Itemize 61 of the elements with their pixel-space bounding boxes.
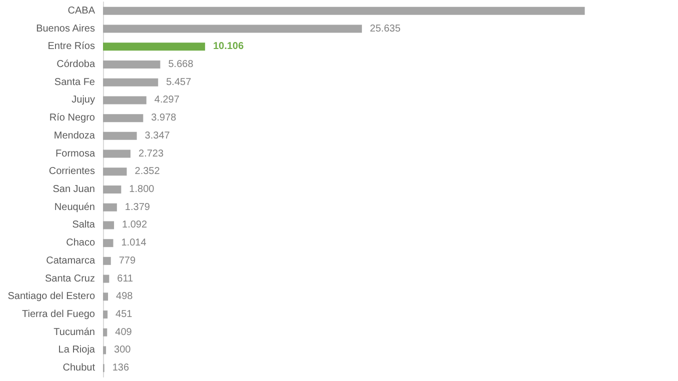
y-tick-label: San Juan bbox=[52, 184, 95, 195]
y-tick-label: Corrientes bbox=[48, 166, 95, 178]
data-label: 498 bbox=[116, 291, 134, 302]
data-label: 779 bbox=[118, 255, 136, 266]
bar bbox=[103, 221, 114, 230]
data-label: 10.106 bbox=[213, 41, 244, 52]
bar bbox=[103, 96, 146, 104]
data-label: 5.668 bbox=[168, 59, 194, 70]
y-tick-label: Neuquén bbox=[54, 202, 95, 213]
bar bbox=[103, 6, 585, 15]
y-tick-label: Santa Cruz bbox=[44, 273, 95, 284]
y-tick-label: CABA bbox=[68, 5, 96, 16]
data-label: 611 bbox=[117, 273, 134, 284]
y-tick-label: Jujuy bbox=[72, 94, 95, 106]
data-label: 300 bbox=[114, 344, 132, 356]
y-tick-label: Mendoza bbox=[54, 130, 96, 142]
data-label: 3.978 bbox=[151, 112, 177, 124]
y-tick-label: Salta bbox=[72, 220, 96, 231]
bar bbox=[103, 60, 160, 68]
bar bbox=[103, 168, 127, 176]
bar bbox=[103, 42, 206, 51]
data-label: 451 bbox=[116, 309, 133, 320]
y-tick-label: Santa Fe bbox=[54, 76, 96, 88]
data-label: 1.014 bbox=[121, 238, 147, 249]
bar bbox=[103, 24, 362, 33]
data-label: 5.457 bbox=[166, 76, 192, 88]
y-tick-label: Santiago del Estero bbox=[8, 291, 96, 302]
data-label: 136 bbox=[112, 362, 130, 374]
y-tick-label: La Rioja bbox=[58, 344, 96, 356]
y-tick-label: Tierra del Fuego bbox=[22, 309, 96, 320]
bar bbox=[103, 256, 111, 265]
data-label: 1.379 bbox=[124, 202, 150, 213]
bar bbox=[103, 310, 108, 318]
y-tick-label: Tucumán bbox=[54, 326, 95, 338]
bar bbox=[103, 328, 108, 336]
bar bbox=[103, 186, 122, 194]
data-label: 2.352 bbox=[134, 166, 160, 178]
bar bbox=[103, 239, 114, 248]
data-label: 1.092 bbox=[122, 220, 148, 231]
y-tick-label: Río Negro bbox=[49, 112, 96, 124]
bar bbox=[103, 150, 130, 158]
bar bbox=[103, 346, 106, 354]
data-label: 4.297 bbox=[154, 94, 180, 106]
data-label: 3.347 bbox=[144, 130, 170, 142]
data-label: 409 bbox=[115, 326, 132, 338]
y-tick-label: Chubut bbox=[62, 362, 96, 374]
y-tick-label: Chaco bbox=[66, 238, 96, 249]
data-label: 2.723 bbox=[138, 148, 164, 160]
bar bbox=[103, 132, 137, 140]
data-label: 25.635 bbox=[370, 23, 401, 34]
y-tick-label: Formosa bbox=[56, 148, 96, 160]
data-label: 1.800 bbox=[129, 184, 155, 195]
y-tick-label: Córdoba bbox=[56, 59, 96, 70]
bar bbox=[103, 114, 144, 122]
y-tick-label: Catamarca bbox=[46, 255, 96, 266]
bar bbox=[103, 274, 110, 283]
y-tick-label: Entre Ríos bbox=[48, 41, 95, 52]
bar bbox=[103, 203, 117, 212]
y-tick-label: Buenos Aires bbox=[36, 23, 95, 34]
bar bbox=[103, 292, 108, 301]
bar bbox=[103, 78, 158, 86]
